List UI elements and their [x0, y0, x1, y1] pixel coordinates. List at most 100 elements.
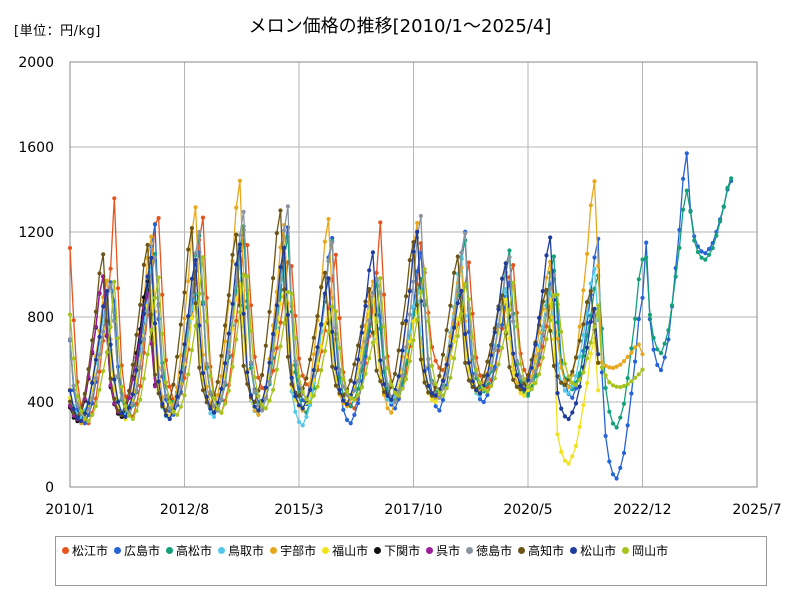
data-point	[440, 378, 446, 383]
data-point	[374, 276, 379, 281]
data-point	[104, 289, 109, 294]
data-point	[134, 332, 139, 337]
data-point	[115, 408, 121, 413]
data-point	[300, 389, 305, 394]
data-point	[448, 344, 453, 349]
data-point	[167, 416, 172, 422]
data-point	[193, 323, 198, 328]
data-point	[300, 406, 305, 411]
data-point	[614, 476, 619, 481]
data-point	[348, 404, 353, 409]
data-point	[470, 379, 475, 384]
data-point	[178, 385, 183, 390]
data-point	[684, 151, 689, 156]
data-point	[540, 344, 545, 349]
data-point	[256, 375, 261, 380]
data-point	[82, 421, 87, 426]
series-line	[69, 231, 599, 422]
data-point	[93, 376, 98, 381]
data-point	[588, 319, 593, 324]
data-point	[160, 292, 165, 297]
data-point	[256, 408, 261, 413]
data-point	[658, 351, 664, 356]
data-point	[226, 331, 231, 336]
data-point	[577, 384, 582, 389]
data-point	[308, 399, 313, 405]
legend-item: 松山市	[570, 542, 616, 560]
data-point	[67, 399, 73, 404]
data-point	[466, 360, 471, 365]
data-point	[415, 269, 420, 274]
data-point	[197, 291, 202, 296]
data-point	[204, 319, 209, 324]
data-point	[470, 354, 475, 359]
data-point	[119, 384, 124, 389]
data-point	[474, 367, 479, 372]
data-point	[219, 353, 224, 358]
data-point	[252, 389, 257, 394]
data-point	[204, 394, 209, 399]
data-point	[710, 246, 715, 251]
data-point	[629, 350, 634, 355]
data-point	[363, 339, 368, 344]
data-point	[518, 383, 523, 388]
data-point	[422, 380, 427, 385]
data-point	[655, 347, 660, 352]
data-point	[245, 274, 250, 279]
data-point	[285, 354, 290, 359]
legend-item: 呉市	[426, 542, 460, 560]
data-point	[226, 388, 231, 393]
data-point	[319, 368, 324, 373]
data-point	[182, 342, 187, 347]
data-point	[562, 414, 568, 419]
data-point	[149, 234, 154, 239]
data-point	[71, 383, 76, 388]
data-point	[537, 372, 542, 377]
data-point	[548, 286, 553, 291]
legend-swatch	[374, 547, 382, 554]
legend-swatch	[166, 547, 174, 554]
data-point	[337, 387, 342, 392]
data-point	[603, 373, 608, 378]
data-point	[112, 396, 117, 401]
legend-label: 徳島市	[476, 543, 513, 558]
data-point	[514, 324, 520, 329]
data-point	[503, 261, 508, 266]
data-point	[260, 403, 265, 408]
data-point	[452, 270, 457, 275]
data-point	[415, 303, 420, 308]
data-point	[115, 374, 121, 379]
legend-label: 高松市	[176, 543, 213, 558]
data-point	[633, 359, 638, 364]
data-point	[540, 332, 545, 337]
data-point	[640, 367, 645, 372]
data-point	[112, 319, 117, 324]
data-point	[514, 384, 520, 389]
data-point	[518, 362, 523, 367]
data-point	[703, 257, 708, 262]
data-point	[511, 263, 516, 268]
data-point	[621, 359, 627, 364]
data-point	[293, 394, 298, 399]
x-tick-label: 2012/8	[160, 502, 209, 518]
data-point	[636, 317, 641, 322]
data-point	[141, 337, 146, 342]
data-point	[337, 367, 342, 372]
data-point	[392, 406, 398, 411]
data-point	[271, 387, 276, 392]
x-tick-label: 2015/3	[274, 502, 323, 518]
tick-labels: 0 400 800 1200 1600 2000 2010/1 2012/8 2015/3 201…	[18, 55, 781, 518]
data-point	[230, 252, 235, 257]
data-point	[267, 398, 272, 403]
data-point	[404, 377, 409, 382]
data-point	[322, 348, 327, 354]
data-point	[237, 242, 242, 247]
data-point	[219, 410, 224, 415]
data-point	[215, 379, 220, 385]
data-point	[86, 407, 91, 412]
data-point	[610, 365, 616, 371]
x-tick-label: 2017/10	[384, 502, 442, 518]
data-point	[392, 371, 398, 376]
data-point	[415, 317, 420, 322]
data-point	[359, 385, 364, 390]
